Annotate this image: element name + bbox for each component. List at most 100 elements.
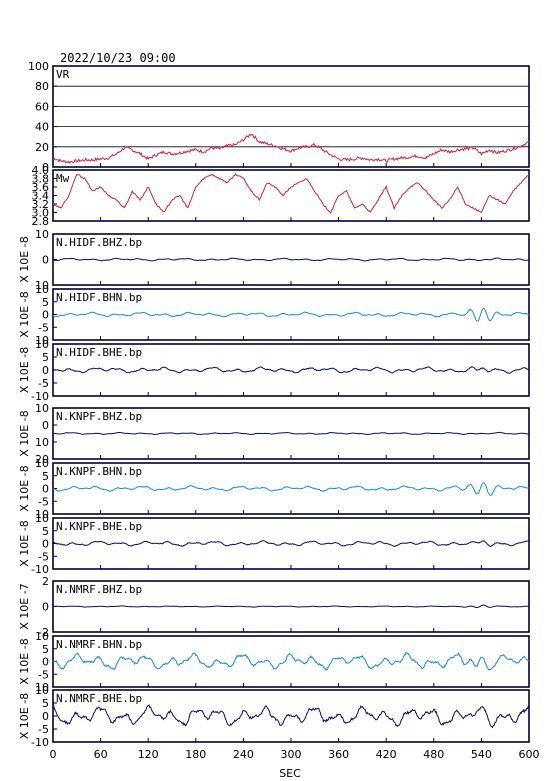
y-tick-label: 60 — [35, 100, 49, 113]
y-tick-label: 0 — [42, 483, 49, 496]
x-tick-label: 60 — [94, 748, 108, 761]
y-tick-label: 10 — [35, 512, 49, 525]
y-tick-label: 80 — [35, 80, 49, 93]
panel-name: N.NMRF.BHN.bp — [56, 638, 142, 651]
y-tick-label: -2 — [38, 626, 49, 639]
x-tick-label: 120 — [138, 748, 159, 761]
y-tick-label: 40 — [35, 121, 49, 134]
panel-name: N.HIDF.BHZ.bp — [56, 236, 142, 249]
y-tick-label: -5 — [38, 495, 49, 508]
series-line-nmrf_n — [52, 651, 530, 671]
y-tick-label: 100 — [28, 60, 49, 73]
y-tick-label: 5 — [42, 697, 49, 710]
y-tick-label: 0 — [42, 254, 49, 267]
y-tick-label: 5 — [42, 351, 49, 364]
y-tick-label: 3.8 — [32, 173, 50, 186]
y-axis-label: X 10E -8 — [18, 291, 31, 337]
y-tick-label: 20 — [35, 453, 49, 466]
y-tick-label: 0 — [42, 419, 49, 432]
panel-hidf_z: 10 0 10 X 10E -8 N.HIDF.BHZ.bp — [18, 228, 530, 292]
series-line-hidf_n — [52, 307, 530, 322]
panel-name: N.KNPF.BHN.bp — [56, 465, 142, 478]
panel-name: N.KNPF.BHE.bp — [56, 520, 142, 533]
y-tick-label: 10 — [35, 228, 49, 241]
y-tick-label: 3.0 — [32, 207, 50, 220]
y-tick-label: 5 — [42, 525, 49, 538]
panel-nmrf_e: 10 50-5-10X 10E -8 N.NMRF.BHE.bp — [18, 684, 530, 749]
y-tick-label: 10 — [35, 402, 49, 415]
panel-name: Mw — [56, 172, 70, 185]
y-tick-label: 0 — [42, 538, 49, 551]
y-tick-label: 10 — [35, 436, 49, 449]
y-tick-label: 10 — [35, 283, 49, 296]
series-line-knpf_n — [52, 482, 529, 496]
series-line-mw — [52, 172, 530, 215]
y-tick-label: -5 — [38, 668, 49, 681]
y-tick-label: -10 — [31, 563, 49, 576]
series-line-knpf_e — [52, 540, 530, 548]
y-axis-label: X 10E -8 — [18, 638, 31, 684]
x-tick-label: 420 — [376, 748, 397, 761]
y-tick-label: 0 — [42, 601, 49, 614]
y-tick-label: -5 — [38, 550, 49, 563]
series-line-knpf_z — [52, 431, 529, 436]
y-tick-label: 0 — [42, 161, 49, 174]
panel-name: N.HIDF.BHE.bp — [56, 346, 142, 359]
series-line-vr — [52, 133, 530, 164]
series-line-nmrf_z — [53, 604, 530, 608]
y-tick-label: 10 — [35, 508, 49, 521]
y-tick-label: 10 — [35, 681, 49, 694]
panel-knpf_z: 10 0 10 20 X 10E -8 N.KNPF.BHZ.bp — [18, 402, 530, 466]
y-tick-label: 10 — [35, 630, 49, 643]
y-tick-label: 10 — [35, 457, 49, 470]
x-tick-label: 480 — [423, 748, 444, 761]
y-tick-label: 5 — [42, 296, 49, 309]
y-tick-label: -5 — [38, 723, 49, 736]
y-tick-label: 10 — [35, 334, 49, 347]
x-tick-label: 240 — [233, 748, 254, 761]
x-axis-label: SEC — [279, 767, 301, 780]
y-tick-label: 0 — [42, 309, 49, 322]
y-tick-label: 10 — [35, 279, 49, 292]
y-axis-label: X 10E -8 — [18, 520, 31, 566]
y-axis-label: X 10E -8 — [18, 693, 31, 739]
x-tick-label: 600 — [519, 748, 540, 761]
panel-name: VR — [56, 68, 70, 81]
y-axis-label: X 10E -8 — [18, 236, 31, 282]
y-tick-label: 0 — [42, 710, 49, 723]
series-line-hidf_z — [52, 257, 530, 262]
y-tick-label: 0 — [42, 656, 49, 669]
y-tick-label: -10 — [31, 736, 49, 749]
panel-frame — [52, 169, 530, 222]
y-tick-label: 10 — [35, 684, 49, 697]
y-tick-label: 3.4 — [32, 190, 50, 203]
y-tick-label: 5 — [42, 470, 49, 483]
panel-name: N.HIDF.BHN.bp — [56, 291, 142, 304]
y-tick-label: 0 — [42, 364, 49, 377]
panels: 100806040200VR4.03.83.63.43.23.02.8Mw100… — [18, 60, 530, 749]
y-tick-label: 20 — [35, 141, 49, 154]
y-tick-label: 10 — [35, 338, 49, 351]
panel-nmrf_z: 2 0 -2 X 10E -7 N.NMRF.BHZ.bp — [18, 575, 530, 639]
series-line-nmrf_e — [52, 704, 530, 729]
panel-mw: 4.03.83.63.43.23.02.8 Mw — [32, 164, 530, 228]
y-tick-label: 2 — [42, 575, 49, 588]
y-tick-label: -10 — [31, 390, 49, 403]
y-tick-label: 5 — [42, 643, 49, 656]
panel-vr: 100 80 60 40 20 0 VR — [28, 60, 530, 174]
y-tick-label: -5 — [38, 377, 49, 390]
x-tick-label: 300 — [281, 748, 302, 761]
x-tick-label: 0 — [50, 748, 57, 761]
panel-name: N.KNPF.BHZ.bp — [56, 410, 142, 423]
y-tick-label: 4.0 — [32, 164, 50, 177]
y-tick-label: 3.6 — [32, 181, 50, 194]
y-axis-label: X 10E -7 — [18, 583, 31, 629]
y-tick-label: 2.8 — [32, 215, 50, 228]
series-line-hidf_e — [52, 365, 530, 374]
